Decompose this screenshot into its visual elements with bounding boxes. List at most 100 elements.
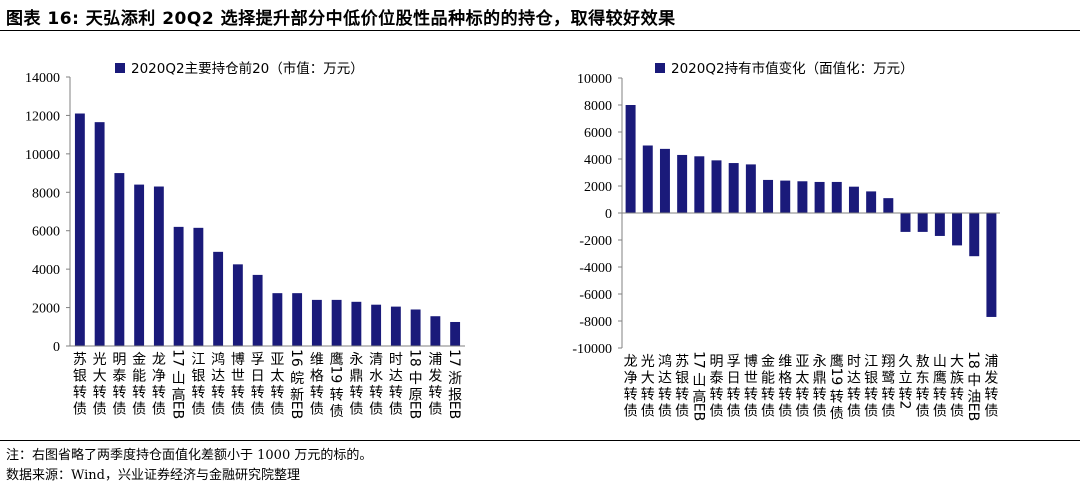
left-y-tick-label: 12000 [25,109,60,124]
left-category-label: 清水转债 [369,352,383,418]
right-y-tick-label: 6000 [584,126,612,141]
left-category-label: 浦发转债 [428,352,442,418]
left-bar [134,184,145,346]
right-bar [900,213,911,232]
right-legend-swatch [655,63,665,73]
right-bar [780,180,791,213]
left-category-label: 江银转债 [191,352,205,418]
right-bar [883,198,894,213]
left-category-label: 浙报 [448,371,462,404]
left-category-label: 孚日转债 [251,352,265,418]
right-y-tick-label: -2000 [579,234,612,249]
right-category-label-run: 19 [828,368,844,386]
right-category-label: 孚日转债 [727,354,741,420]
right-category-label: 鸿达转债 [658,353,672,420]
right-bar [625,105,636,213]
right-y-tick-label: 8000 [584,99,612,114]
right-y-tick-label: 4000 [584,153,612,168]
left-category-label-run: EB [407,401,423,419]
left-bar [311,299,322,346]
left-legend-label: 2020Q2主要持仓前20（市值：万元） [131,60,364,77]
left-category-label-run: 17 [446,349,462,367]
left-category-label: 苏银转债 [73,352,87,418]
left-bar [74,113,85,346]
left-category-label: 鸿达转债 [211,351,225,418]
left-category-label-run: 18 [407,349,423,367]
right-category-label: 敖东转债 [916,354,930,420]
right-category-label-run: EB [965,403,981,421]
right-y-tick-label: -10000 [572,342,612,357]
left-bar [450,321,461,346]
left-category-label-run: 19 [328,366,344,384]
left-category-label: 中原 [409,371,423,404]
right-bar [745,164,756,213]
left-category-label: 皖新 [290,371,304,404]
left-category-label: 亚太转债 [270,352,284,418]
right-y-tick-label: -6000 [579,288,612,303]
left-bar [173,226,184,346]
left-bar [351,301,362,346]
right-category-label: 光大转债 [641,354,655,420]
right-category-label: 金能转债 [761,354,775,420]
left-category-label-run: EB [288,401,304,419]
right-bar [969,213,980,257]
left-bar [331,299,342,346]
left-category-label: 永鼎转债 [349,352,363,418]
right-category-label-run: 2 [897,401,913,410]
right-bar [848,186,859,213]
left-category-label: 明泰转债 [112,352,126,418]
left-category-label: 金能转债 [132,352,146,418]
left-category-label: 维格转债 [310,352,324,418]
left-category-label: 鹰转债 [330,352,344,420]
left-category-label-run: 17 [170,349,186,367]
right-bar [711,160,722,213]
right-y-tick-label: 0 [605,207,612,222]
left-bar [193,227,204,346]
right-bar [866,191,877,213]
right-legend-label: 2020Q2持有市值变化（面值化：万元） [671,60,914,77]
right-category-label-run: 18 [965,351,981,369]
figure-title: 图表 16: 天弘添利 20Q2 选择提升部分中低价位股性品种标的的持仓，取得较… [6,9,676,29]
left-category-label-run: EB [170,401,186,419]
right-category-label: 苏银转债 [675,354,689,420]
right-category-label-run: EB [690,403,706,421]
right-category-label: 明泰转债 [710,354,724,420]
left-bars [74,113,461,347]
left-bar [292,293,303,346]
left-bar [94,122,105,347]
right-bar [694,156,705,213]
right-category-label: 久立转 [899,354,913,403]
footnote: 注：右图省略了两季度持仓面值化差额小于 1000 万元的标的。 [6,448,373,463]
right-bar [677,154,688,213]
right-bars [625,105,997,317]
left-bar [272,293,283,346]
left-bar [213,251,224,346]
right-bar [814,181,825,213]
left-bar [252,274,263,346]
right-bar [763,179,774,213]
left-bar [114,173,125,346]
left-category-label: 山高 [172,371,186,404]
left-y-tick-label: 0 [53,340,60,355]
right-bar [831,181,842,213]
left-category-label: 光大转债 [93,352,107,418]
right-category-label-run: 17 [690,351,706,369]
left-bar [371,304,382,346]
data-source: 数据来源：Wind，兴业证券经济与金融研究院整理 [6,468,300,483]
left-category-label: 时达转债 [389,352,403,418]
right-bar [659,148,670,213]
right-bar [952,213,963,246]
left-bar [430,316,441,346]
left-y-tick-label: 4000 [32,263,60,278]
right-bar [917,213,928,232]
right-category-label: 大族转债 [950,354,964,420]
left-y-tick-label: 8000 [32,186,60,201]
left-y-tick-label: 2000 [32,302,60,317]
right-bar [934,213,945,236]
right-category-label: 翔鹭转债 [881,354,895,420]
left-y-tick-label: 14000 [25,71,60,86]
left-category-label: 博世转债 [231,351,245,418]
